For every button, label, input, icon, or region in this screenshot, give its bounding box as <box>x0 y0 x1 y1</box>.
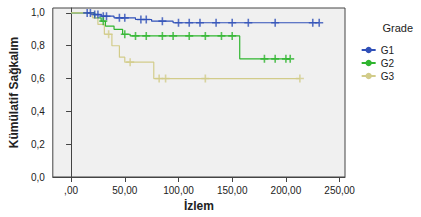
svg-text:0,6: 0,6 <box>31 73 45 84</box>
svg-text:G1: G1 <box>381 45 395 56</box>
svg-text:0,8: 0,8 <box>31 40 45 51</box>
svg-text:0,2: 0,2 <box>31 139 45 150</box>
svg-text:,00: ,00 <box>64 185 78 196</box>
svg-text:200,00: 200,00 <box>271 185 302 196</box>
svg-text:1,0: 1,0 <box>31 7 45 18</box>
svg-text:İzlem: İzlem <box>184 198 214 213</box>
svg-text:50,00: 50,00 <box>112 185 137 196</box>
svg-text:Grade: Grade <box>382 22 413 34</box>
svg-text:250,00: 250,00 <box>324 185 355 196</box>
svg-text:G3: G3 <box>381 71 395 82</box>
svg-text:100,00: 100,00 <box>163 185 194 196</box>
svg-text:Kümülatif Sağkalım: Kümülatif Sağkalım <box>7 37 21 148</box>
svg-text:0,4: 0,4 <box>31 106 45 117</box>
svg-text:0,0: 0,0 <box>31 172 45 183</box>
svg-text:G2: G2 <box>381 58 395 69</box>
svg-text:150,00: 150,00 <box>217 185 248 196</box>
